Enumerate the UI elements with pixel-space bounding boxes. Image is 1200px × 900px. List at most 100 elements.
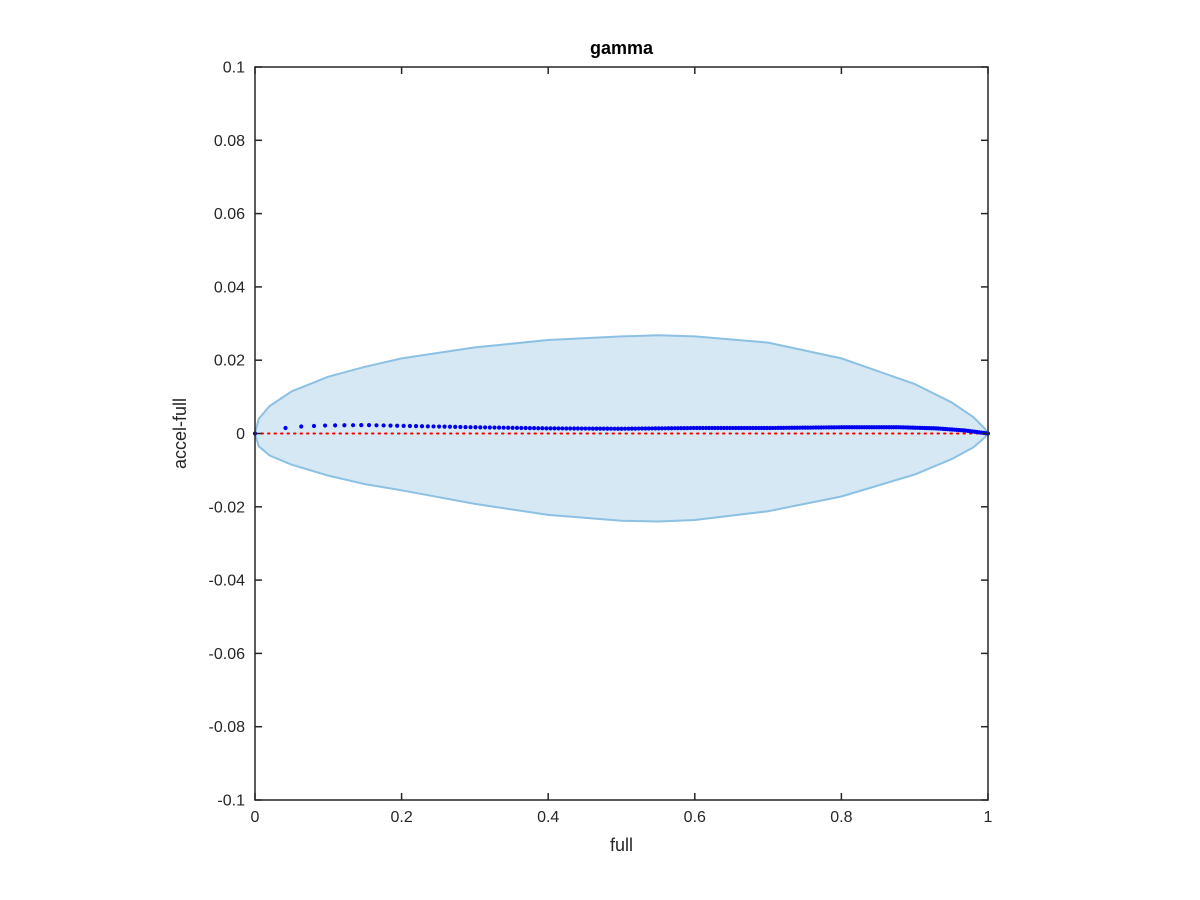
data-point [407,423,413,429]
data-point [564,426,569,431]
data-point [531,426,537,431]
data-point [431,424,436,429]
data-point [685,425,690,431]
data-point [552,426,557,431]
data-point [548,426,553,431]
data-point [323,423,328,428]
data-point [463,424,468,430]
data-point [718,425,724,431]
data-point [608,426,614,431]
x-tick-label: 0 [251,809,260,826]
data-point [639,426,645,431]
x-axis-label: full [610,835,633,855]
data-point [682,426,687,431]
data-point [401,423,406,428]
data-point [437,424,442,429]
data-point [646,426,651,431]
data-point [395,423,400,428]
data-point [700,425,705,431]
data-point [381,423,386,428]
data-point [656,426,661,431]
data-point [506,425,511,430]
data-point [742,425,747,431]
y-tick-label: 0.1 [223,60,245,77]
x-tick-label: 0.8 [830,809,852,826]
data-point [730,425,735,431]
y-tick-label: 0.08 [214,133,245,150]
data-point [442,424,447,429]
y-tick-label: 0.06 [214,206,245,223]
data-point [468,425,473,430]
x-tick-label: 0.4 [537,809,559,826]
data-point [478,425,483,430]
data-point [691,425,696,431]
data-point [643,426,648,431]
data-point [350,423,356,428]
data-point [688,425,693,431]
data-point [675,426,681,431]
data-point [601,426,606,431]
data-point [540,426,545,431]
data-point [712,425,718,431]
data-point [497,425,502,430]
y-axis-label: accel-full [170,398,190,469]
data-point [629,426,634,431]
data-point [663,426,668,431]
data-point [514,425,520,430]
data-point [622,426,628,431]
data-point [568,426,573,431]
data-point [697,425,702,431]
data-point [560,426,565,431]
data-point [626,426,631,431]
data-point [359,423,364,428]
data-point [579,426,584,431]
data-point [615,426,621,431]
data-point [649,426,655,431]
y-tick-label: -0.1 [217,793,245,810]
data-point [706,425,712,431]
data-point [594,426,599,431]
data-point [453,424,458,429]
data-point [527,425,532,431]
data-point [388,423,393,428]
data-point [715,425,721,431]
data-point [458,424,463,430]
data-point [636,426,641,431]
data-point [413,423,419,429]
x-tick-label: 1 [984,809,993,826]
data-point [487,425,492,430]
y-tick-label: 0.02 [214,353,245,370]
data-point [571,426,577,431]
data-point [425,424,430,429]
data-point [501,425,506,430]
y-tick-label: 0.04 [214,279,245,296]
data-points-layer [252,423,991,436]
data-point [605,426,610,431]
chart-title: gamma [590,38,654,58]
data-point [366,423,372,428]
data-point [333,423,338,428]
data-point [694,425,699,431]
data-point [721,425,727,431]
data-point [727,425,732,431]
data-point [492,425,497,430]
data-point [724,425,730,431]
y-tick-label: 0 [236,426,245,443]
data-point [736,425,741,431]
data-point [669,426,674,431]
data-point [419,424,425,429]
data-point [733,425,738,431]
ticks-layer: 0 0.2 0.4 0.6 0.8 1 0.1 0.08 0.06 0.04 0.02 0 -0.02 -… [209,60,993,827]
data-point [612,426,617,431]
data-point [583,426,588,431]
data-point [299,424,304,429]
data-point [311,423,317,429]
data-point [523,425,528,431]
data-point [590,426,595,431]
data-point [598,426,603,431]
data-point [587,426,592,431]
data-point [510,425,515,430]
data-point [575,426,580,431]
x-tick-label: 0.6 [684,809,706,826]
